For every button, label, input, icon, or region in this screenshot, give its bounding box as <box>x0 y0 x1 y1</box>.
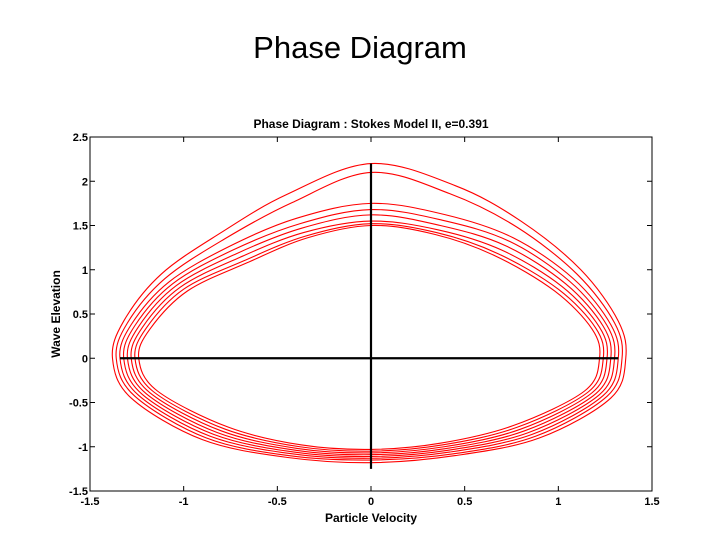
cross-layer <box>119 163 619 469</box>
x-tick-label: 0 <box>368 496 374 508</box>
phase-trajectory-8 <box>137 224 601 450</box>
phase-trajectory-4 <box>122 209 616 458</box>
y-tick-label: 1 <box>82 265 88 277</box>
phase-trajectory-2 <box>115 171 623 461</box>
y-axis-label: Wave Elevation <box>49 270 63 358</box>
x-tick-label: -1 <box>179 496 189 508</box>
phase-trajectory-3 <box>119 202 620 459</box>
y-tick-label: 1.5 <box>73 221 88 233</box>
x-tick-label: -0.5 <box>268 496 287 508</box>
x-tick-label: 1 <box>555 496 561 508</box>
slide-title: Phase Diagram <box>253 30 467 65</box>
series-layer <box>111 162 627 464</box>
x-tick-label: 0.5 <box>457 496 472 508</box>
tick-layer: -1.5 -1 -0.5 0 0.5 1 1.5 -1.5 -1 -0.5 0 0.5 1 1.5 2 2.5 <box>69 132 660 508</box>
chart-title: Phase Diagram : Stokes Model II, e=0.391 <box>253 117 488 131</box>
phase-trajectory-1 <box>111 162 627 464</box>
y-tick-label: 2.5 <box>73 132 88 144</box>
y-tick-label: -1 <box>78 442 88 454</box>
x-axis-label: Particle Velocity <box>325 511 417 525</box>
y-tick-label: -1.5 <box>69 486 88 498</box>
phase-trajectory-6 <box>130 220 609 454</box>
phase-trajectory-5 <box>126 214 612 456</box>
y-tick-label: 2 <box>82 176 88 188</box>
y-tick-label: 0 <box>82 353 88 365</box>
y-tick-label: 0.5 <box>73 309 88 321</box>
x-tick-label: -1.5 <box>81 496 100 508</box>
y-tick-label: -0.5 <box>69 398 88 410</box>
phase-trajectory-7 <box>134 223 605 452</box>
x-tick-label: 1.5 <box>644 496 659 508</box>
